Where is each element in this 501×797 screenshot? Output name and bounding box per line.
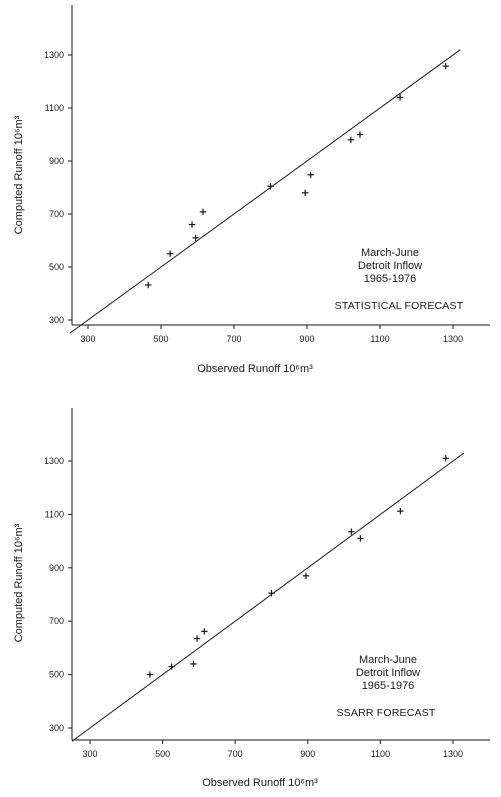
one-to-one-line [69,49,461,334]
one-to-one-line [71,452,465,742]
y-tick-label: 300 [49,315,64,325]
data-point [307,171,314,178]
x-tick-label: 1100 [370,334,389,344]
y-tick-label: 900 [49,156,64,166]
data-point [357,535,364,542]
x-tick-label: 1300 [443,749,463,759]
data-point [166,250,174,257]
x-tick-label: 700 [226,334,241,344]
data-point [396,94,404,101]
x-ticks: 300 500 700 900 1100 1300 [80,325,463,344]
data-points [146,455,449,678]
data-point [190,660,197,668]
forecast-label: SSARR FORECAST [336,707,435,719]
data-point [301,189,309,196]
x-tick-label: 300 [80,334,95,344]
data-point [199,208,207,216]
data-point [146,671,154,678]
data-point [201,628,208,635]
data-point [356,131,364,138]
x-tick-label: 900 [300,749,315,759]
x-tick-label: 900 [299,334,314,344]
data-point [442,455,449,462]
data-point [193,635,201,642]
data-point [145,281,152,289]
y-tick-label: 700 [49,616,64,626]
data-point [397,507,404,515]
forecast-label: STATISTICAL FORECAST [335,300,464,312]
y-tick-label: 700 [49,209,64,219]
x-tick-label: 500 [155,749,170,759]
data-point [267,182,274,190]
data-point [268,589,275,597]
data-point [302,572,310,580]
y-axis-label: Computed Runoff 10⁶m³ [13,523,25,642]
x-tick-label: 1100 [371,749,390,759]
y-tick-label: 900 [49,563,64,573]
y-tick-label: 500 [49,262,64,272]
annotation-years: 1965-1976 [362,680,415,692]
y-ticks: 300 500 700 900 1100 1300 [44,456,72,733]
y-tick-label: 300 [49,723,64,733]
annotation-location: Detroit Inflow [356,667,420,679]
y-tick-label: 1300 [44,50,64,60]
annotation-season: March-June [359,654,417,666]
x-tick-label: 300 [82,749,97,759]
annotation-season: March-June [361,247,419,259]
y-tick-label: 1300 [44,456,64,466]
data-point [188,221,196,228]
y-tick-label: 1100 [45,509,64,519]
data-point [192,234,199,242]
annotation-years: 1965-1976 [364,273,417,285]
x-axis-label: Observed Runoff 10⁶m³ [202,777,318,789]
statistical-forecast-chart: 300 500 700 900 1100 1300 300 500 700 900 1100 130… [13,5,490,375]
ssarr-forecast-chart: 300 500 700 900 1100 1300 300 500 700 900 1100 130… [13,408,490,789]
y-tick-label: 1100 [45,103,64,113]
data-point [348,528,355,535]
x-ticks: 300 500 700 900 1100 1300 [82,740,463,759]
data-point [347,136,354,143]
data-point [168,663,175,670]
annotation-location: Detroit Inflow [358,260,422,272]
data-point [442,62,449,70]
x-axis-label: Observed Runoff 10⁶m³ [197,363,313,375]
x-tick-label: 700 [228,749,243,759]
data-points [145,62,449,289]
y-ticks: 300 500 700 900 1100 1300 [44,50,72,325]
x-tick-label: 500 [153,334,168,344]
y-tick-label: 500 [49,670,64,680]
y-axis-label: Computed Runoff 10⁶m³ [13,115,25,234]
x-tick-label: 1300 [443,334,463,344]
